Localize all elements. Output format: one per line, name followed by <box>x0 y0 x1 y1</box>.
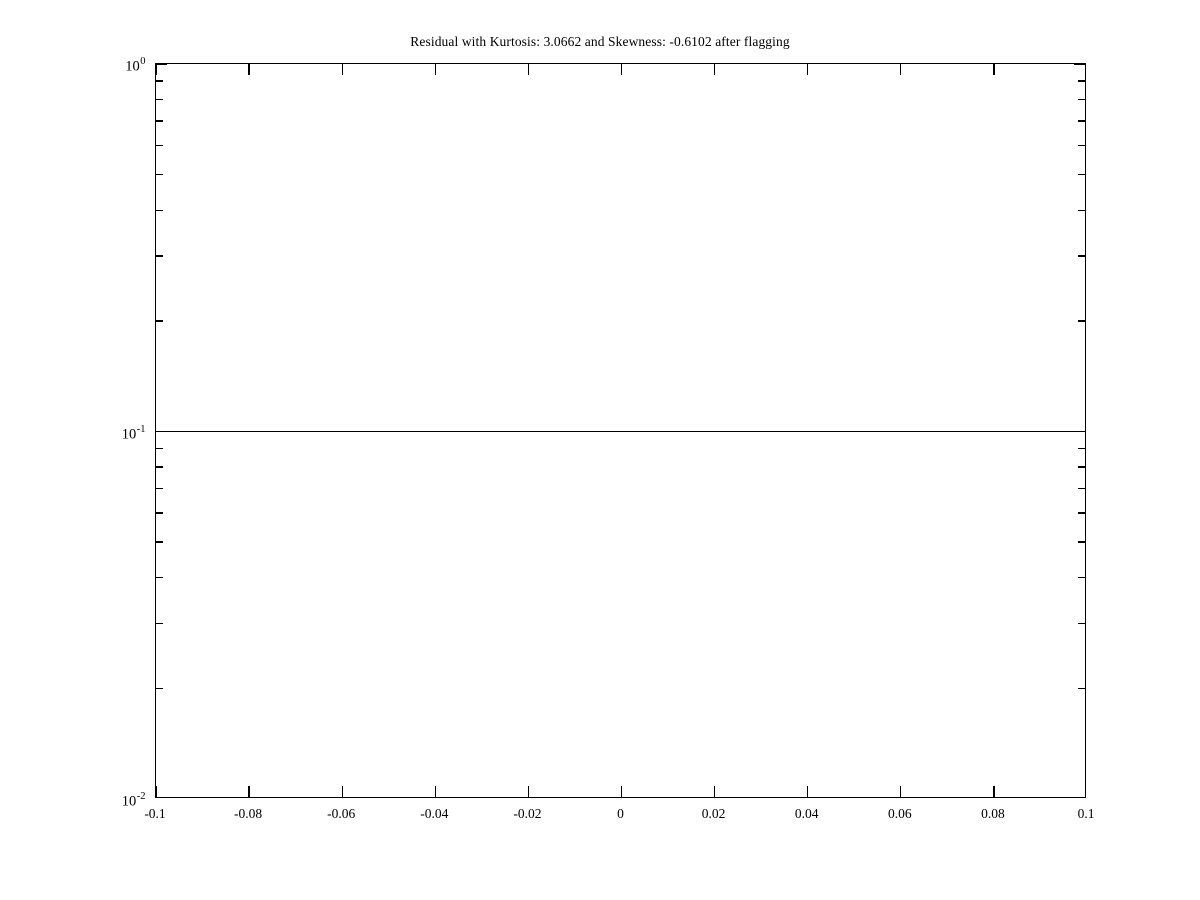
y-axis-minor-tick-left <box>156 173 163 176</box>
x-axis-tick-top <box>620 64 623 75</box>
y-tick-mantissa: 10 <box>121 426 137 443</box>
y-axis-minor-tick-left <box>156 447 163 449</box>
y-axis-minor-tick-right <box>1078 255 1085 257</box>
y-axis-minor-tick-left <box>156 687 163 690</box>
y-axis-minor-tick-right <box>1078 577 1085 579</box>
x-axis-tick-bottom <box>620 786 623 797</box>
x-axis-tick-label: -0.08 <box>234 806 263 821</box>
x-axis-tick-label: -0.1 <box>144 806 166 821</box>
chart-title: Residual with Kurtosis: 3.0662 and Skewn… <box>410 34 790 49</box>
y-axis-minor-tick-left <box>156 577 163 579</box>
x-axis-tick-bottom <box>341 786 343 797</box>
y-axis-minor-tick-right <box>1078 541 1085 543</box>
y-axis-minor-tick-right <box>1078 466 1085 468</box>
y-axis-minor-tick-left <box>156 487 163 490</box>
y-axis-minor-tick-right <box>1078 173 1085 176</box>
y-axis-minor-tick-left <box>156 98 163 101</box>
y-axis-minor-tick-left <box>156 466 163 468</box>
y-axis-minor-tick-left <box>156 120 163 122</box>
x-axis-tick-bottom <box>248 786 250 797</box>
x-axis-tick-bottom <box>156 786 157 797</box>
x-axis-tick-label: 0.06 <box>887 806 912 821</box>
x-axis-tick-bottom <box>713 786 716 797</box>
y-axis-minor-tick-right <box>1078 687 1085 690</box>
y-axis-minor-tick-right <box>1078 120 1085 122</box>
y-axis-minor-tick-left <box>156 512 163 514</box>
x-axis-tick-bottom <box>807 786 809 797</box>
y-axis-minor-tick-right <box>1078 209 1085 211</box>
y-axis-minor-tick-left <box>156 209 163 211</box>
y-axis-minor-tick-left <box>156 622 163 625</box>
y-axis-tick-label: 10-2 <box>75 790 146 810</box>
y-axis-minor-tick-left <box>156 255 163 257</box>
y-tick-mantissa: 10 <box>121 793 137 810</box>
y-axis-minor-tick-right <box>1078 447 1085 449</box>
x-axis-tick-bottom <box>434 786 436 797</box>
x-axis-tick-top <box>713 64 716 75</box>
x-axis-tick-label: 0.04 <box>794 806 819 821</box>
x-axis-tick-top <box>341 64 343 75</box>
x-axis-tick-label: 0 <box>617 806 624 821</box>
y-axis-minor-tick-left <box>156 320 163 322</box>
y-axis-major-tick-left <box>156 64 167 65</box>
data-series-line <box>156 430 1085 433</box>
y-axis-minor-tick-right <box>1078 512 1085 514</box>
y-axis-minor-tick-right <box>1078 622 1085 625</box>
y-axis-tick-label: 100 <box>75 55 145 75</box>
x-axis-tick-bottom <box>900 786 902 797</box>
y-axis-tick-label: 10-1 <box>75 423 146 443</box>
y-tick-exponent: -2 <box>136 791 146 802</box>
y-axis-minor-tick-right <box>1078 487 1085 490</box>
y-axis-minor-tick-left <box>156 144 163 147</box>
plot-inner-region <box>156 64 1085 797</box>
x-axis-tick-top <box>434 64 436 75</box>
y-axis-minor-tick-right <box>1078 98 1085 101</box>
x-axis-tick-label: 0.1 <box>1077 806 1095 821</box>
x-axis-tick-label: -0.02 <box>513 806 542 821</box>
x-axis-tick-top <box>807 64 809 75</box>
y-axis-minor-tick-left <box>156 541 163 543</box>
x-axis-tick-top <box>993 64 995 75</box>
x-axis-tick-label: -0.06 <box>327 806 356 821</box>
x-axis-tick-top <box>900 64 902 75</box>
x-axis-tick-label: -0.04 <box>420 806 449 821</box>
y-axis-major-tick-right <box>1074 64 1085 65</box>
x-axis-tick-bottom <box>527 786 530 797</box>
y-tick-exponent: -1 <box>136 423 146 435</box>
x-axis-tick-label: 0.08 <box>981 806 1005 821</box>
y-axis-minor-tick-left <box>156 80 163 82</box>
y-axis-minor-tick-right <box>1078 144 1085 147</box>
x-axis-tick-bottom <box>993 786 995 797</box>
x-axis-tick-top <box>156 64 157 75</box>
x-axis-tick-top <box>248 64 250 75</box>
y-axis-minor-tick-right <box>1078 80 1085 82</box>
plot-frame <box>155 63 1086 798</box>
y-axis-minor-tick-right <box>1078 320 1085 322</box>
x-axis-tick-top <box>527 64 530 75</box>
y-tick-exponent: 0 <box>140 56 146 67</box>
y-tick-mantissa: 10 <box>125 58 140 75</box>
x-axis-tick-label: 0.02 <box>701 806 726 821</box>
